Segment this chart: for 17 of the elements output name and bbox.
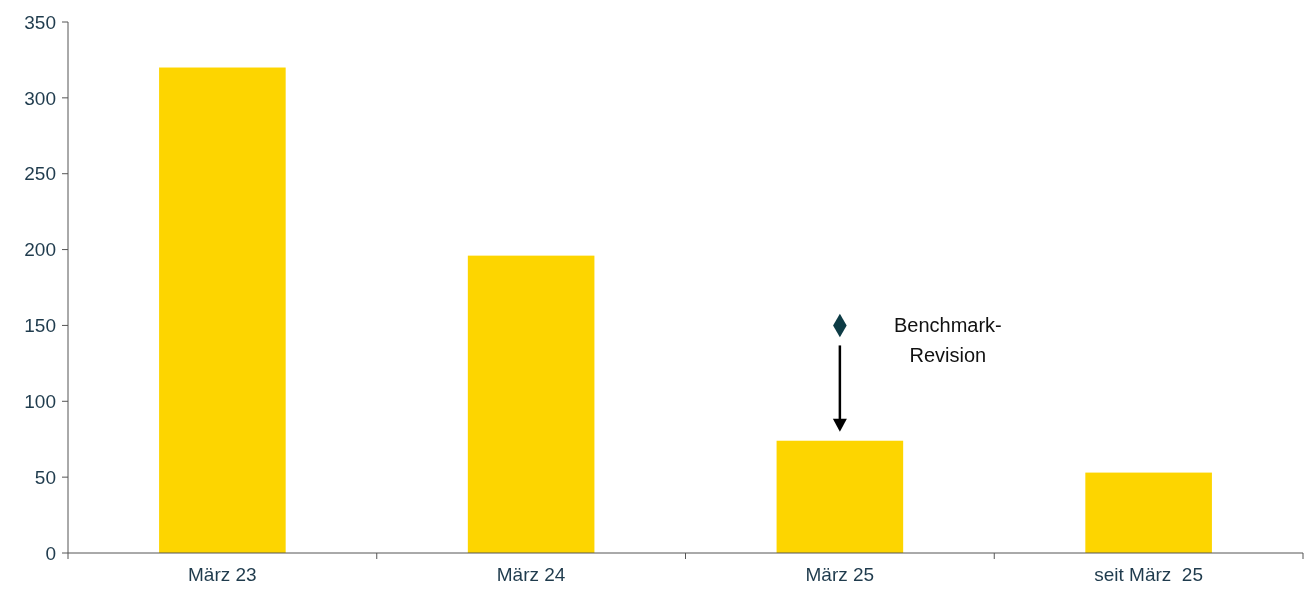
y-tick-label: 200 <box>24 239 56 261</box>
annotation: Benchmark- Revision <box>893 314 1002 367</box>
y-tick-label: 350 <box>24 11 56 33</box>
bar <box>1085 472 1212 553</box>
y-tick-label: 150 <box>24 315 56 337</box>
y-tick-label: 50 <box>34 466 56 488</box>
x-tick-label: März 24 <box>496 564 566 585</box>
y-tick-label: 300 <box>24 87 56 109</box>
y-tick-label: 250 <box>24 163 56 185</box>
x-tick-label: März 25 <box>805 564 875 585</box>
bar <box>467 255 595 553</box>
bar <box>776 440 904 553</box>
y-tick-label: 100 <box>24 390 56 412</box>
bar <box>159 67 286 553</box>
x-tick-label: seit März 25 <box>1094 564 1204 585</box>
x-tick-label: März 23 <box>188 564 257 585</box>
y-tick-label: 0 <box>45 542 56 564</box>
